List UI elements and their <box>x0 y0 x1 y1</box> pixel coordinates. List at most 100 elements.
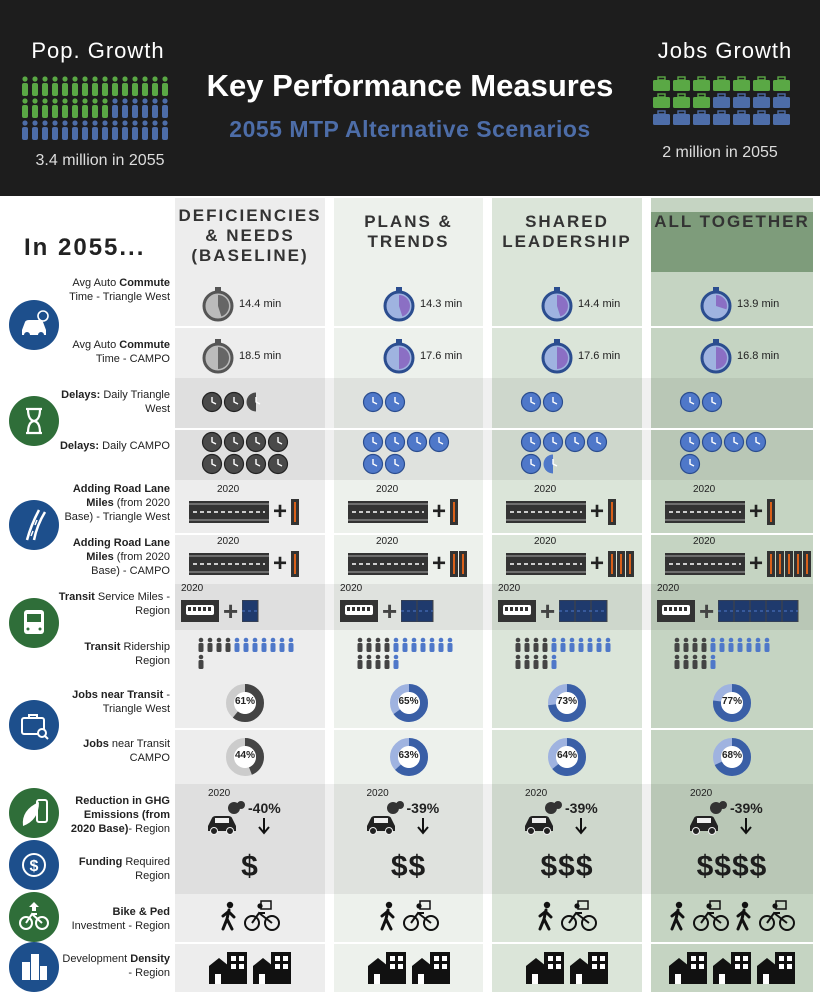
briefcase-icon <box>693 110 710 125</box>
row-divider <box>175 326 813 328</box>
row-divider <box>175 728 813 730</box>
clock-icon <box>679 453 701 475</box>
year-label: 2020 <box>181 582 204 594</box>
ridership-people <box>357 637 453 669</box>
added-lanes <box>291 499 300 525</box>
dollar-icon: $ <box>9 840 59 890</box>
year-label: 2020 <box>690 788 713 799</box>
commute-campo-cell: 17.6 min <box>492 336 642 376</box>
person-icon <box>198 654 204 669</box>
jobs-briefcase-icons <box>652 76 797 128</box>
funding-value: $$$ <box>540 850 594 883</box>
year-label: 2020 <box>534 484 557 495</box>
person-icon <box>102 120 108 140</box>
briefcase-icon <box>713 76 730 91</box>
density-cell <box>651 948 813 986</box>
lane-miles-graphic: 2020 + <box>348 484 459 526</box>
bus-2020-icon <box>181 600 219 622</box>
column-header-shared: SHARED LEADERSHIP <box>502 212 632 251</box>
column-header-all: ALL TOGETHER <box>651 212 813 272</box>
stopwatch-icon <box>700 287 732 322</box>
label-lanes-campo: Adding Road Lane Miles (from 2020 Base) … <box>72 537 170 577</box>
jobs-tw-cell: 65% <box>334 682 483 724</box>
pop-growth-subtitle: 3.4 million in 2055 <box>35 152 165 169</box>
ghg-value: -40% <box>248 800 281 816</box>
walker-icon <box>221 901 236 931</box>
lane-miles-graphic: 2020 + <box>348 536 468 578</box>
person-icon <box>22 120 28 140</box>
person-icon <box>578 637 584 652</box>
briefcase-icon <box>753 110 770 125</box>
person-icon <box>52 120 58 140</box>
lane-miles-graphic: 2020 + <box>506 536 635 578</box>
person-icon <box>152 76 158 96</box>
person-icon <box>42 98 48 118</box>
person-icon <box>92 98 98 118</box>
person-icon <box>198 637 204 652</box>
percent-label: 65% <box>398 696 419 707</box>
person-icon <box>524 637 530 652</box>
stopwatch-icon <box>541 339 573 374</box>
commute-value: 17.6 min <box>420 350 463 362</box>
walker-icon <box>670 901 685 931</box>
clock-icon <box>201 431 223 453</box>
transit-service-cell: 2020 + <box>334 583 483 627</box>
person-icon <box>32 98 38 118</box>
year-label: 2020 <box>693 484 716 495</box>
lanes-tw-cell: 2020 + <box>175 484 325 530</box>
delay-clocks <box>201 431 289 475</box>
person-icon <box>132 98 138 118</box>
delay-clocks <box>520 391 564 413</box>
added-lanes <box>767 499 776 525</box>
person-icon <box>701 654 707 669</box>
ghg-value: -39% <box>730 800 763 816</box>
person-icon <box>52 98 58 118</box>
percent-donut: 68% <box>712 737 752 777</box>
person-icon <box>728 637 734 652</box>
added-lanes <box>291 551 300 577</box>
person-icon <box>142 76 148 96</box>
person-icon <box>22 98 28 118</box>
ridership-people <box>515 637 611 669</box>
person-icon <box>542 654 548 669</box>
briefcase-icon <box>653 110 670 125</box>
label-funding: Funding Required Region <box>78 856 170 882</box>
person-icon <box>270 637 276 652</box>
plus-sign: + <box>540 595 556 626</box>
clock-icon <box>223 431 245 453</box>
road-segment <box>348 553 428 575</box>
delay-campo-cell <box>492 430 642 476</box>
column-header-baseline: DEFICIENCIES & NEEDS (BASELINE) <box>178 206 322 265</box>
added-lanes <box>450 499 459 525</box>
plus-sign: + <box>432 550 447 577</box>
building-icon <box>713 952 751 984</box>
delay-tw-cell <box>175 388 325 416</box>
lane-miles-graphic: 2020 + <box>189 536 300 578</box>
briefcase-icon <box>733 110 750 125</box>
car-emissions-icon <box>366 801 404 835</box>
percent-label: 77% <box>721 696 742 707</box>
person-icon <box>551 654 557 669</box>
added-lanes <box>608 551 635 577</box>
jobs-campo-cell: 68% <box>651 736 813 778</box>
bike-ped-cell <box>334 896 483 936</box>
building-icon <box>411 952 450 984</box>
funding-value: $$$$ <box>696 850 768 883</box>
clock-icon <box>520 453 542 475</box>
delay-tw-cell <box>651 388 813 416</box>
percent-label: 64% <box>556 750 577 761</box>
transit-service-graphic: 2020 + <box>340 583 435 627</box>
person-icon <box>32 76 38 96</box>
jobs-growth-title: Jobs Growth <box>657 38 793 63</box>
clock-icon <box>542 431 564 453</box>
person-icon <box>411 637 417 652</box>
person-icon <box>112 76 118 96</box>
car-emissions-icon <box>525 801 562 835</box>
commute-value: 18.5 min <box>239 350 282 362</box>
delay-clocks <box>362 391 406 413</box>
person-icon <box>515 654 521 669</box>
person-icon <box>533 637 539 652</box>
clock-icon <box>245 431 267 453</box>
person-icon <box>393 654 399 669</box>
plus-sign: + <box>273 498 288 525</box>
